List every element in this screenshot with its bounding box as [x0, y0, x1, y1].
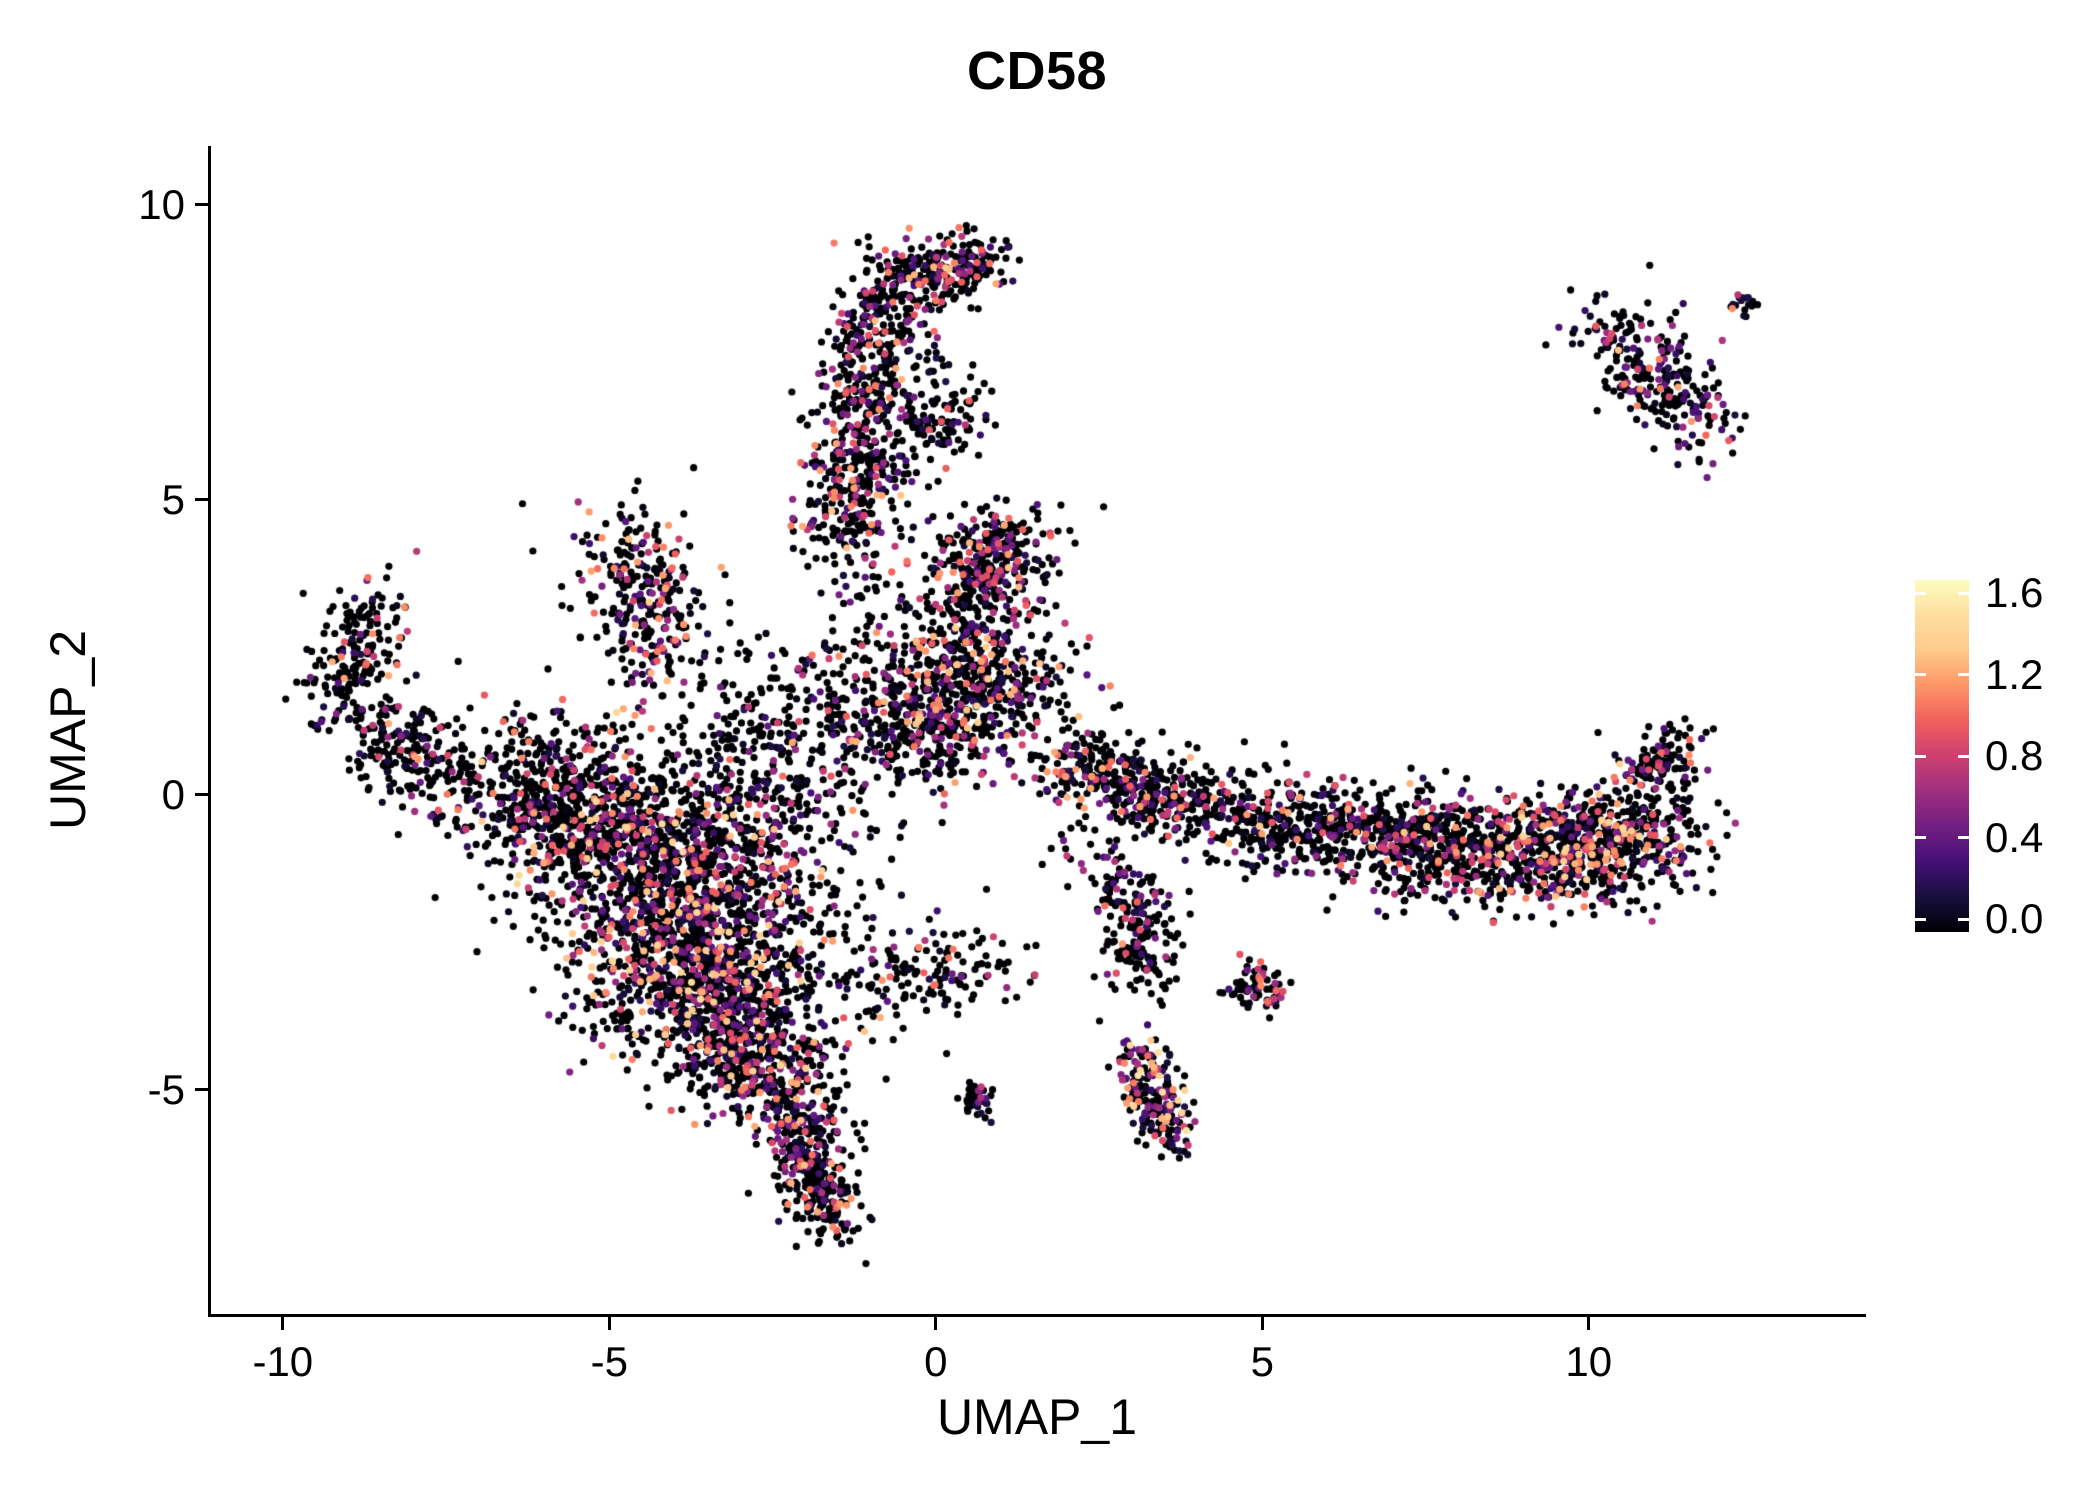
y-tick-mark: [195, 498, 208, 502]
umap-scatter-canvas: [211, 146, 1863, 1314]
y-axis-title: UMAP_2: [40, 629, 96, 831]
x-axis-line: [208, 1314, 1866, 1317]
y-tick-mark: [195, 793, 208, 797]
colorbar-tick-mark: [1915, 836, 1926, 839]
plot-title: CD58: [966, 41, 1108, 101]
x-tick-mark: [1587, 1317, 1591, 1330]
colorbar-tick-mark: [1958, 673, 1969, 676]
x-tick-label: -5: [590, 1338, 628, 1385]
y-tick-mark: [195, 203, 208, 207]
colorbar-tick-mark: [1915, 591, 1926, 595]
x-tick-label: 5: [1250, 1338, 1274, 1385]
colorbar-tick-mark: [1915, 754, 1926, 758]
y-tick-mark: [195, 1088, 208, 1092]
y-tick-label: -5: [147, 1065, 185, 1113]
colorbar-tick-label: 0.0: [1985, 895, 2044, 942]
y-axis-line: [208, 146, 211, 1317]
y-tick-label: 5: [161, 475, 185, 523]
colorbar-tick-mark: [1915, 917, 1926, 921]
y-tick-label: 0: [161, 770, 185, 818]
x-tick-mark: [281, 1317, 285, 1330]
x-tick-mark: [1260, 1317, 1264, 1330]
x-tick-label: -10: [252, 1338, 314, 1385]
x-tick-label: 0: [924, 1338, 948, 1385]
x-tick-mark: [934, 1317, 938, 1330]
colorbar-tick-mark: [1958, 591, 1969, 595]
colorbar-tick-mark: [1958, 836, 1969, 839]
colorbar-tick-label: 0.8: [1985, 732, 2044, 779]
x-axis-title: UMAP_1: [936, 1389, 1138, 1445]
x-tick-mark: [607, 1317, 611, 1330]
colorbar-tick-label: 1.6: [1985, 569, 2044, 616]
colorbar-tick-mark: [1958, 917, 1969, 921]
colorbar-tick-mark: [1958, 754, 1969, 758]
x-tick-label: 10: [1565, 1338, 1613, 1385]
colorbar-tick-label: 0.4: [1985, 813, 2044, 861]
y-tick-label: 10: [138, 180, 185, 228]
colorbar-tick-mark: [1915, 673, 1926, 676]
colorbar-tick-label: 1.2: [1985, 650, 2044, 698]
